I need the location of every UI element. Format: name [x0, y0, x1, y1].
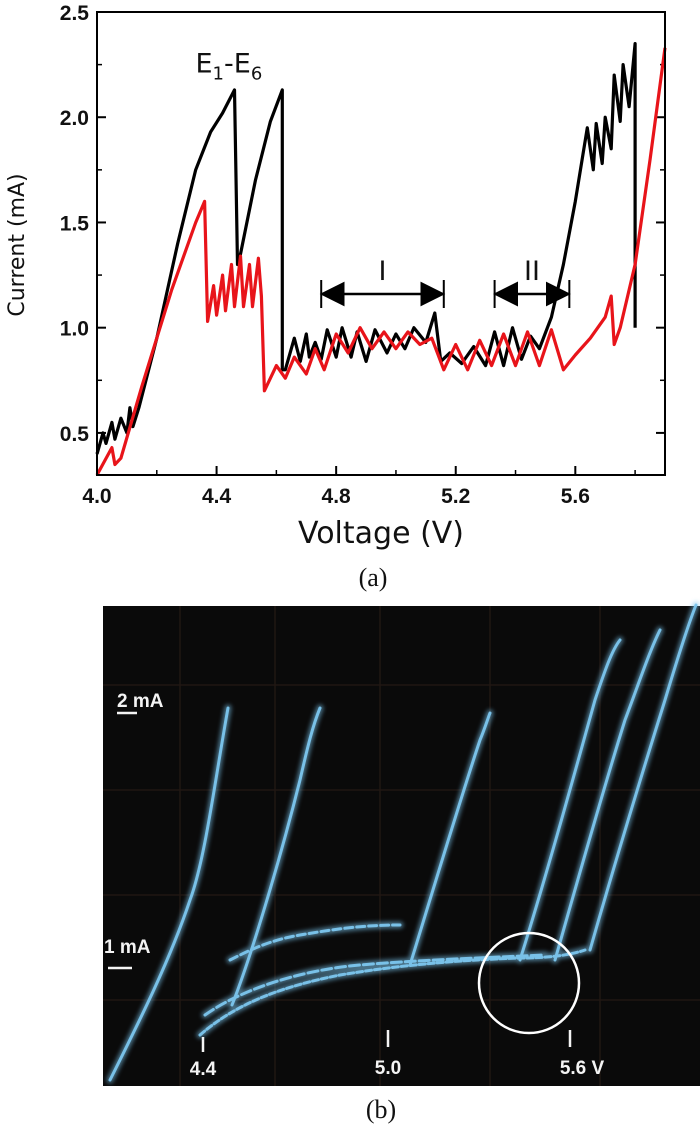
y-tick-label: 1.5	[60, 212, 90, 235]
a-ticks	[96, 11, 665, 475]
x-marker-5.6v: 5.6 V	[560, 1058, 605, 1079]
oscilloscope-photo: 2 mA 1 mA 4.4 5.0 5.6 V	[103, 601, 700, 1086]
x-marker-4.4: 4.4	[190, 1059, 217, 1080]
x-tick-label: 5.2	[441, 485, 470, 508]
scale-label-2ma: 2 mA	[117, 691, 164, 712]
region-I-label: I	[379, 256, 387, 287]
y-tick-label: 1.0	[60, 318, 89, 341]
a-series	[95, 41, 667, 476]
scope-screen	[103, 606, 700, 1086]
black-trace	[95, 41, 637, 455]
highlight-circle	[477, 931, 581, 1035]
chart-a: 4.0 4.4 4.8 5.2 5.6 0.5 1.0 1.5 2.0 2.5 Voltage (…	[5, 2, 667, 551]
y-tick-label: 0.5	[60, 423, 90, 446]
red-trace	[95, 47, 667, 476]
x-tick-label: 4.0	[82, 485, 111, 508]
x-tick-label: 4.4	[202, 485, 232, 508]
plot-frame	[96, 11, 666, 476]
panel-label-a: (a)	[359, 563, 388, 592]
x-tick-label: 4.8	[322, 485, 352, 508]
x-tick-label: 5.6	[561, 485, 590, 508]
peak-label: E1-E6	[195, 48, 262, 84]
a-tick-labels: 4.0 4.4 4.8 5.2 5.6 0.5 1.0 1.5 2.0 2.5	[60, 2, 590, 508]
x-marker-5.0: 5.0	[375, 1058, 401, 1079]
scope-traces	[106, 601, 700, 1084]
panel-label-b: (b)	[366, 1095, 396, 1124]
y-tick-label: 2.5	[60, 2, 90, 25]
y-tick-label: 2.0	[60, 107, 89, 130]
region-II-label: II	[524, 256, 540, 287]
region-II-marker: II	[493, 256, 571, 309]
scale-label-1ma: 1 mA	[104, 937, 151, 958]
x-axis-label: Voltage (V)	[298, 516, 464, 551]
y-axis-label: Current (mA)	[5, 173, 30, 316]
region-I-marker: I	[319, 256, 446, 309]
